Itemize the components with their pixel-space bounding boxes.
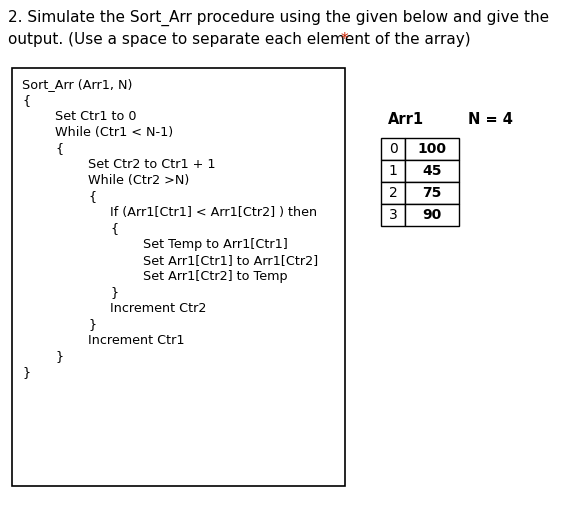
Text: 45: 45	[422, 164, 442, 178]
Text: Arr1: Arr1	[388, 112, 424, 127]
Text: If (Arr1[Ctr1] < Arr1[Ctr2] ) then: If (Arr1[Ctr1] < Arr1[Ctr2] ) then	[110, 206, 317, 219]
Text: {: {	[88, 190, 96, 203]
Text: }: }	[55, 350, 63, 363]
Text: }: }	[110, 286, 118, 299]
Text: 75: 75	[422, 186, 442, 200]
Text: N = 4: N = 4	[468, 112, 513, 127]
Text: 3: 3	[388, 208, 397, 222]
Text: 2: 2	[388, 186, 397, 200]
Text: 2. Simulate the Sort_Arr procedure using the given below and give the: 2. Simulate the Sort_Arr procedure using…	[8, 10, 549, 26]
Text: }: }	[88, 318, 96, 331]
Bar	[405, 182, 459, 204]
Text: 1: 1	[388, 164, 398, 178]
Text: Set Temp to Arr1[Ctr1]: Set Temp to Arr1[Ctr1]	[143, 238, 288, 251]
Text: While (Ctr1 < N-1): While (Ctr1 < N-1)	[55, 126, 173, 139]
Text: Increment Ctr2: Increment Ctr2	[110, 302, 206, 315]
Bar	[405, 204, 459, 226]
Bar	[381, 160, 405, 182]
Bar	[381, 204, 405, 226]
Text: Sort_Arr (Arr1, N): Sort_Arr (Arr1, N)	[22, 78, 132, 91]
Text: }: }	[22, 366, 30, 379]
Bar	[12, 68, 345, 486]
Text: Increment Ctr1: Increment Ctr1	[88, 334, 185, 347]
Text: {: {	[110, 222, 118, 235]
Text: 100: 100	[418, 142, 446, 156]
Text: output. (Use a space to separate each element of the array): output. (Use a space to separate each el…	[8, 32, 476, 47]
Text: *: *	[341, 32, 348, 47]
Text: 0: 0	[388, 142, 397, 156]
Bar	[381, 182, 405, 204]
Text: {: {	[22, 94, 30, 107]
Text: Set Ctr1 to 0: Set Ctr1 to 0	[55, 110, 136, 123]
Bar	[405, 138, 459, 160]
Text: 90: 90	[422, 208, 442, 222]
Bar	[381, 138, 405, 160]
Bar	[405, 160, 459, 182]
Text: {: {	[55, 142, 63, 155]
Text: Set Arr1[Ctr2] to Temp: Set Arr1[Ctr2] to Temp	[143, 270, 288, 283]
Text: Set Arr1[Ctr1] to Arr1[Ctr2]: Set Arr1[Ctr1] to Arr1[Ctr2]	[143, 254, 318, 267]
Text: While (Ctr2 >N): While (Ctr2 >N)	[88, 174, 189, 187]
Text: Set Ctr2 to Ctr1 + 1: Set Ctr2 to Ctr1 + 1	[88, 158, 215, 171]
